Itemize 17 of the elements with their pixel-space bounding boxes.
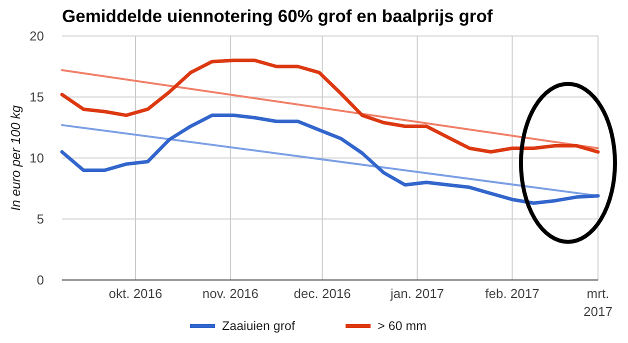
x-tick-label: mrt. 2017 xyxy=(584,286,612,319)
x-tick-label: okt. 2016 xyxy=(108,286,162,301)
legend-label: Zaaiuien grof xyxy=(222,319,296,333)
y-tick-label: 15 xyxy=(30,90,44,105)
x-tick-label: feb. 2017 xyxy=(485,286,540,301)
y-tick-label: 20 xyxy=(30,28,44,44)
line-series xyxy=(60,114,600,205)
legend-label: > 60 mm xyxy=(378,319,427,333)
x-tick-label: nov. 2016 xyxy=(202,286,259,301)
y-tick-label: 0 xyxy=(36,272,44,288)
x-tick-label: jan. 2017 xyxy=(390,286,444,301)
line-series xyxy=(60,58,600,154)
x-tick-label: dec. 2016 xyxy=(294,286,351,301)
chart-title: Gemiddelde uiennotering 60% grof en baalprijs grof xyxy=(62,6,493,26)
y-axis-title: In euro per 100 kg xyxy=(8,104,23,211)
y-tick-label: 10 xyxy=(30,150,44,166)
y-tick-label: 5 xyxy=(36,212,44,227)
